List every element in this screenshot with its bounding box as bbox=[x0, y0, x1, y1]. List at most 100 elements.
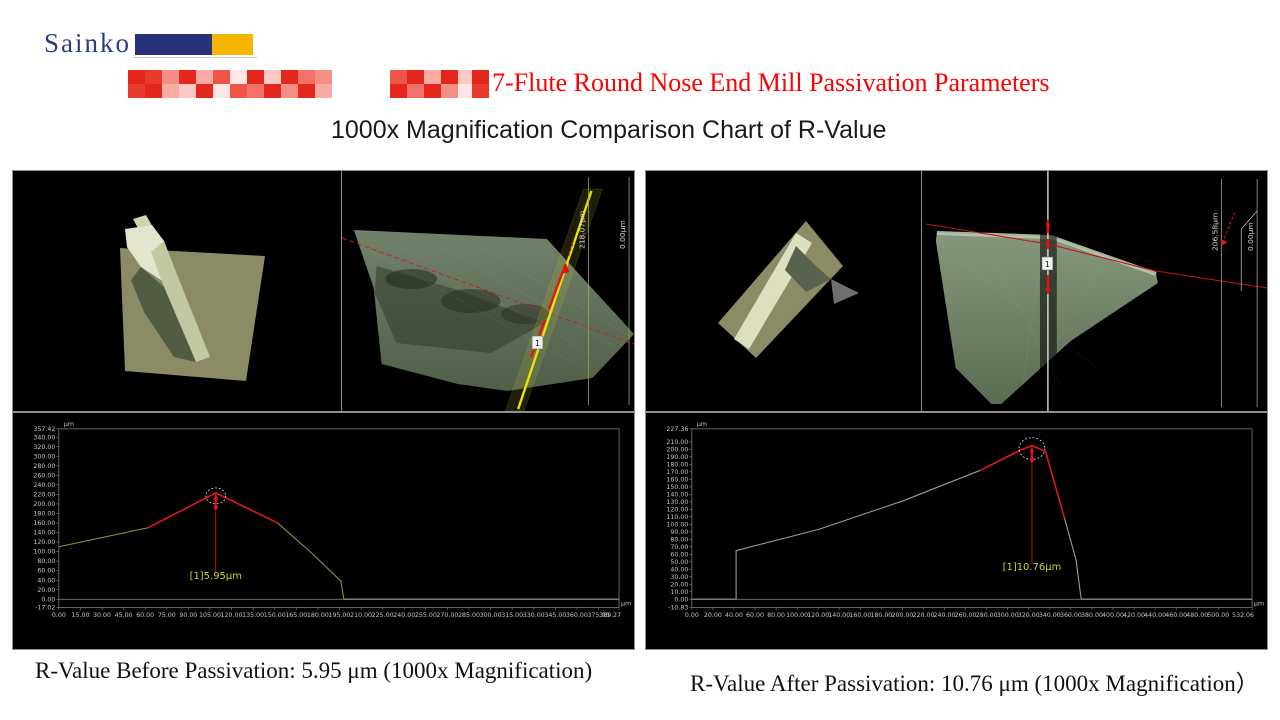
svg-text:240.00: 240.00 bbox=[393, 612, 415, 619]
marker-label: 1 bbox=[535, 339, 540, 348]
svg-text:15.00: 15.00 bbox=[72, 612, 90, 619]
marker-box bbox=[531, 335, 544, 350]
svg-text:[1]5.95μm: [1]5.95μm bbox=[190, 571, 242, 582]
svg-text:190.00: 190.00 bbox=[666, 454, 688, 461]
svg-text:[1]10.76μm: [1]10.76μm bbox=[1003, 562, 1062, 573]
svg-text:180.00: 180.00 bbox=[666, 461, 688, 468]
svg-text:140.00: 140.00 bbox=[828, 612, 850, 619]
svg-text:180.00: 180.00 bbox=[870, 612, 892, 619]
3d-views-before: 1 218.07μm 0.00μm bbox=[13, 171, 634, 413]
svg-text:0.00: 0.00 bbox=[674, 596, 688, 603]
svg-text:345.00: 345.00 bbox=[544, 612, 566, 619]
svg-text:90.00: 90.00 bbox=[179, 612, 197, 619]
3d-view-after-measured: 1 206.58μm 0.00μm bbox=[921, 171, 1267, 411]
svg-text:210.00: 210.00 bbox=[350, 612, 372, 619]
svg-text:340.00: 340.00 bbox=[1039, 612, 1061, 619]
svg-text:160.00: 160.00 bbox=[849, 612, 871, 619]
svg-text:10.00: 10.00 bbox=[670, 589, 688, 596]
redacted-mosaic-3 bbox=[472, 70, 489, 98]
panel-after-passivation: 1 206.58μm 0.00μm 227.36 210.00 200.00 190.… bbox=[645, 170, 1268, 650]
svg-text:80.00: 80.00 bbox=[37, 558, 55, 565]
marker-label: 1 bbox=[1045, 260, 1050, 269]
svg-text:130.00: 130.00 bbox=[666, 499, 688, 506]
scale-max-label: 206.58μm bbox=[1210, 213, 1219, 251]
marker-box bbox=[1041, 256, 1054, 271]
svg-text:μm: μm bbox=[697, 421, 707, 428]
svg-text:255.00: 255.00 bbox=[415, 612, 437, 619]
svg-text:150.00: 150.00 bbox=[666, 484, 688, 491]
svg-text:240.00: 240.00 bbox=[33, 482, 55, 489]
logo-flag-blue bbox=[135, 34, 212, 55]
svg-text:500.00: 500.00 bbox=[1207, 612, 1229, 619]
svg-text:227.36: 227.36 bbox=[666, 426, 688, 433]
svg-text:240.00: 240.00 bbox=[934, 612, 956, 619]
svg-text:220.00: 220.00 bbox=[913, 612, 935, 619]
logo-flag bbox=[133, 34, 257, 58]
svg-text:20.00: 20.00 bbox=[704, 612, 722, 619]
svg-text:80.00: 80.00 bbox=[767, 612, 785, 619]
svg-text:389.27: 389.27 bbox=[599, 612, 621, 619]
svg-text:210.00: 210.00 bbox=[666, 439, 688, 446]
3d-view-before-isometric bbox=[13, 171, 341, 411]
svg-text:165.00: 165.00 bbox=[285, 612, 307, 619]
caption-before: R-Value Before Passivation: 5.95 μm (100… bbox=[35, 658, 593, 683]
svg-text:120.00: 120.00 bbox=[221, 612, 243, 619]
redacted-mosaic-2 bbox=[390, 70, 475, 98]
svg-text:300.00: 300.00 bbox=[480, 612, 502, 619]
svg-text:μm: μm bbox=[64, 421, 74, 428]
svg-text:400.00: 400.00 bbox=[1102, 612, 1124, 619]
panel-before-passivation: 1 218.07μm 0.00μm 357.42 340.00 320.00 300.… bbox=[12, 170, 635, 650]
svg-text:0.00: 0.00 bbox=[685, 612, 699, 619]
profile-chart-after-svg: 227.36210.00200.00190.00180.00170.00160.… bbox=[666, 421, 1264, 619]
svg-text:135.00: 135.00 bbox=[242, 612, 264, 619]
svg-text:60.00: 60.00 bbox=[37, 568, 55, 575]
svg-text:100.00: 100.00 bbox=[786, 612, 808, 619]
page-subtitle: 1000x Magnification Comparison Chart of … bbox=[331, 116, 887, 144]
svg-text:105.00: 105.00 bbox=[199, 612, 221, 619]
svg-text:60.00: 60.00 bbox=[136, 612, 154, 619]
svg-text:120.00: 120.00 bbox=[33, 539, 55, 546]
caption-after: R-Value After Passivation: 10.76 μm (100… bbox=[690, 671, 1259, 696]
svg-text:40.00: 40.00 bbox=[725, 612, 743, 619]
svg-text:120.00: 120.00 bbox=[666, 506, 688, 513]
3d-view-after-isometric bbox=[646, 171, 921, 411]
svg-text:280.00: 280.00 bbox=[976, 612, 998, 619]
svg-text:50.00: 50.00 bbox=[670, 559, 688, 566]
svg-text:200.00: 200.00 bbox=[33, 501, 55, 508]
3d-surface-after-small bbox=[718, 221, 859, 358]
svg-text:20.00: 20.00 bbox=[37, 587, 55, 594]
svg-text:315.00: 315.00 bbox=[501, 612, 523, 619]
svg-text:80.00: 80.00 bbox=[670, 536, 688, 543]
svg-text:120.00: 120.00 bbox=[807, 612, 829, 619]
svg-text:260.00: 260.00 bbox=[33, 472, 55, 479]
svg-text:0.00: 0.00 bbox=[52, 612, 66, 619]
svg-text:340.00: 340.00 bbox=[33, 434, 55, 441]
svg-text:20.00: 20.00 bbox=[670, 581, 688, 588]
svg-text:160.00: 160.00 bbox=[33, 520, 55, 527]
svg-text:220.00: 220.00 bbox=[33, 492, 55, 499]
svg-text:360.00: 360.00 bbox=[1060, 612, 1082, 619]
svg-text:375.00: 375.00 bbox=[588, 612, 610, 619]
svg-text:-10.83: -10.83 bbox=[668, 604, 688, 611]
svg-text:140.00: 140.00 bbox=[666, 491, 688, 498]
svg-text:75.00: 75.00 bbox=[158, 612, 176, 619]
svg-text:420.00: 420.00 bbox=[1123, 612, 1145, 619]
svg-text:170.00: 170.00 bbox=[666, 469, 688, 476]
svg-text:440.00: 440.00 bbox=[1144, 612, 1166, 619]
scale-zero-label: 0.00μm bbox=[618, 220, 627, 249]
svg-text:330.00: 330.00 bbox=[523, 612, 545, 619]
svg-text:30.00: 30.00 bbox=[93, 612, 111, 619]
svg-text:380.00: 380.00 bbox=[1081, 612, 1103, 619]
svg-text:532.06: 532.06 bbox=[1232, 612, 1254, 619]
svg-text:285.00: 285.00 bbox=[458, 612, 480, 619]
measurement-line-yellow bbox=[517, 190, 593, 410]
profile-chart-before: 357.42 340.00 320.00 300.00 280.00 260.00 240.… bbox=[13, 413, 634, 649]
svg-text:30.00: 30.00 bbox=[670, 574, 688, 581]
svg-text:195.00: 195.00 bbox=[328, 612, 350, 619]
svg-text:200.00: 200.00 bbox=[666, 446, 688, 453]
svg-text:360.00: 360.00 bbox=[566, 612, 588, 619]
svg-text:100.00: 100.00 bbox=[666, 521, 688, 528]
svg-text:100.00: 100.00 bbox=[33, 549, 55, 556]
svg-text:-17.02: -17.02 bbox=[35, 604, 55, 611]
